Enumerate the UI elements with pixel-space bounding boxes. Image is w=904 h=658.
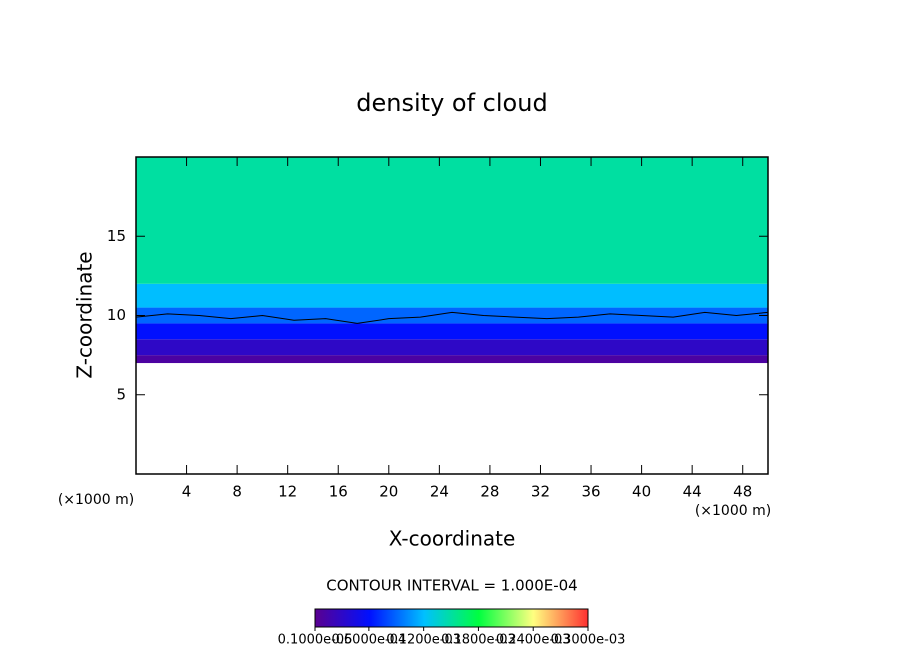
x-tick-label: 4 bbox=[182, 483, 192, 501]
chart-title: density of cloud bbox=[356, 89, 547, 117]
field-band bbox=[136, 339, 768, 356]
y-tick-label: 5 bbox=[116, 385, 126, 403]
x-tick-label: 40 bbox=[632, 483, 651, 501]
field-band bbox=[136, 307, 768, 324]
colorbar-tick-label: 0.1200e-03 bbox=[386, 633, 461, 648]
x-tick-label: 12 bbox=[278, 483, 297, 501]
colorbar-tick-label: 0.1800e-03 bbox=[441, 633, 516, 648]
field-band bbox=[136, 157, 768, 284]
y-unit: (×1000 m) bbox=[58, 492, 134, 508]
x-tick-label: 8 bbox=[232, 483, 242, 501]
colorbar-tick-label: 0.6000e-04 bbox=[332, 633, 407, 648]
y-axis-label: Z-coordinate bbox=[73, 251, 97, 378]
field-band bbox=[136, 323, 768, 340]
x-unit: (×1000 m) bbox=[695, 503, 771, 519]
colorbar-tick-label: 0.2400e-03 bbox=[496, 633, 571, 648]
field-band bbox=[136, 355, 768, 364]
x-tick-label: 44 bbox=[683, 483, 702, 501]
x-axis-label: X-coordinate bbox=[389, 527, 516, 551]
x-tick-label: 36 bbox=[581, 483, 600, 501]
x-tick-label: 32 bbox=[531, 483, 550, 501]
colorbar-tick-label: 0.1000e-05 bbox=[278, 633, 353, 648]
field-band bbox=[136, 283, 768, 308]
x-tick-label: 20 bbox=[379, 483, 398, 501]
y-tick-label: 10 bbox=[107, 306, 126, 324]
y-tick-label: 15 bbox=[107, 227, 126, 245]
colorbar-tick-label: 0.3000e-03 bbox=[551, 633, 626, 648]
plot-area bbox=[135, 157, 769, 364]
contour-interval: CONTOUR INTERVAL = 1.000E-04 bbox=[326, 577, 577, 595]
x-tick-label: 24 bbox=[430, 483, 449, 501]
x-tick-label: 28 bbox=[480, 483, 499, 501]
colorbar bbox=[314, 608, 589, 628]
contour-line bbox=[135, 311, 769, 324]
x-tick-label: 16 bbox=[329, 483, 348, 501]
x-tick-label: 48 bbox=[733, 483, 752, 501]
